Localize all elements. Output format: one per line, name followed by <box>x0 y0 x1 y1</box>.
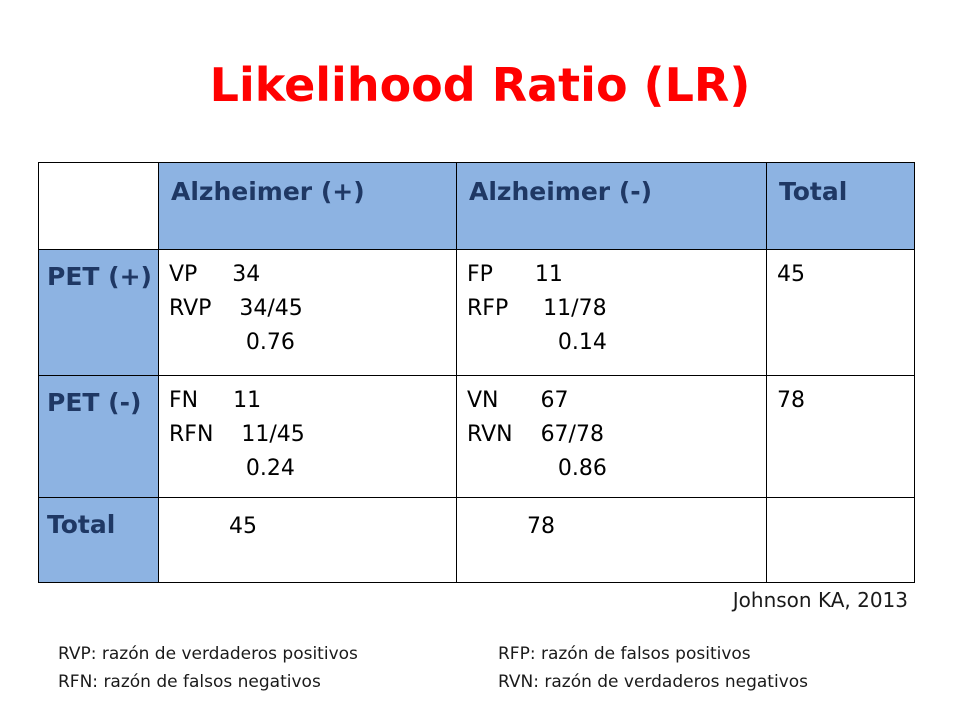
cell-total-pet-positive: 45 <box>766 249 915 376</box>
cell-false-negative: FN 11 RFN 11/45 0.24 <box>158 375 457 498</box>
cell-false-positive: FP 11 RFP 11/78 0.14 <box>456 249 767 376</box>
cell-total-pet-negative: 78 <box>766 375 915 498</box>
abbreviation-notes: RVP: razón de verdaderos positivos RFP: … <box>58 640 918 696</box>
cell-grand-total <box>766 497 915 583</box>
notes-row: RFN: razón de falsos negativos RVN: razó… <box>58 668 918 696</box>
note-rvp: RVP: razón de verdaderos positivos <box>58 644 358 664</box>
row-header-pet-negative: PET (-) <box>38 375 159 498</box>
note-rvn: RVN: razón de verdaderos negativos <box>498 672 809 692</box>
slide-title: Likelihood Ratio (LR) <box>209 58 751 112</box>
row-header-pet-positive: PET (+) <box>38 249 159 376</box>
note-rfp: RFP: razón de falsos positivos <box>498 644 751 664</box>
corner-cell <box>38 162 159 250</box>
cell-true-negative: VN 67 RVN 67/78 0.86 <box>456 375 767 498</box>
citation: Johnson KA, 2013 <box>732 588 908 612</box>
contingency-table: Alzheimer (+) Alzheimer (-) Total PET (+… <box>38 162 915 583</box>
note-rfn: RFN: razón de falsos negativos <box>58 672 321 692</box>
row-header-total: Total <box>38 497 159 583</box>
header-alzheimer-positive: Alzheimer (+) <box>158 162 457 250</box>
cell-true-positive: VP 34 RVP 34/45 0.76 <box>158 249 457 376</box>
notes-row: RVP: razón de verdaderos positivos RFP: … <box>58 640 918 668</box>
header-total: Total <box>766 162 915 250</box>
cell-total-alzheimer-negative: 78 <box>456 497 767 583</box>
header-alzheimer-negative: Alzheimer (-) <box>456 162 767 250</box>
cell-total-alzheimer-positive: 45 <box>158 497 457 583</box>
